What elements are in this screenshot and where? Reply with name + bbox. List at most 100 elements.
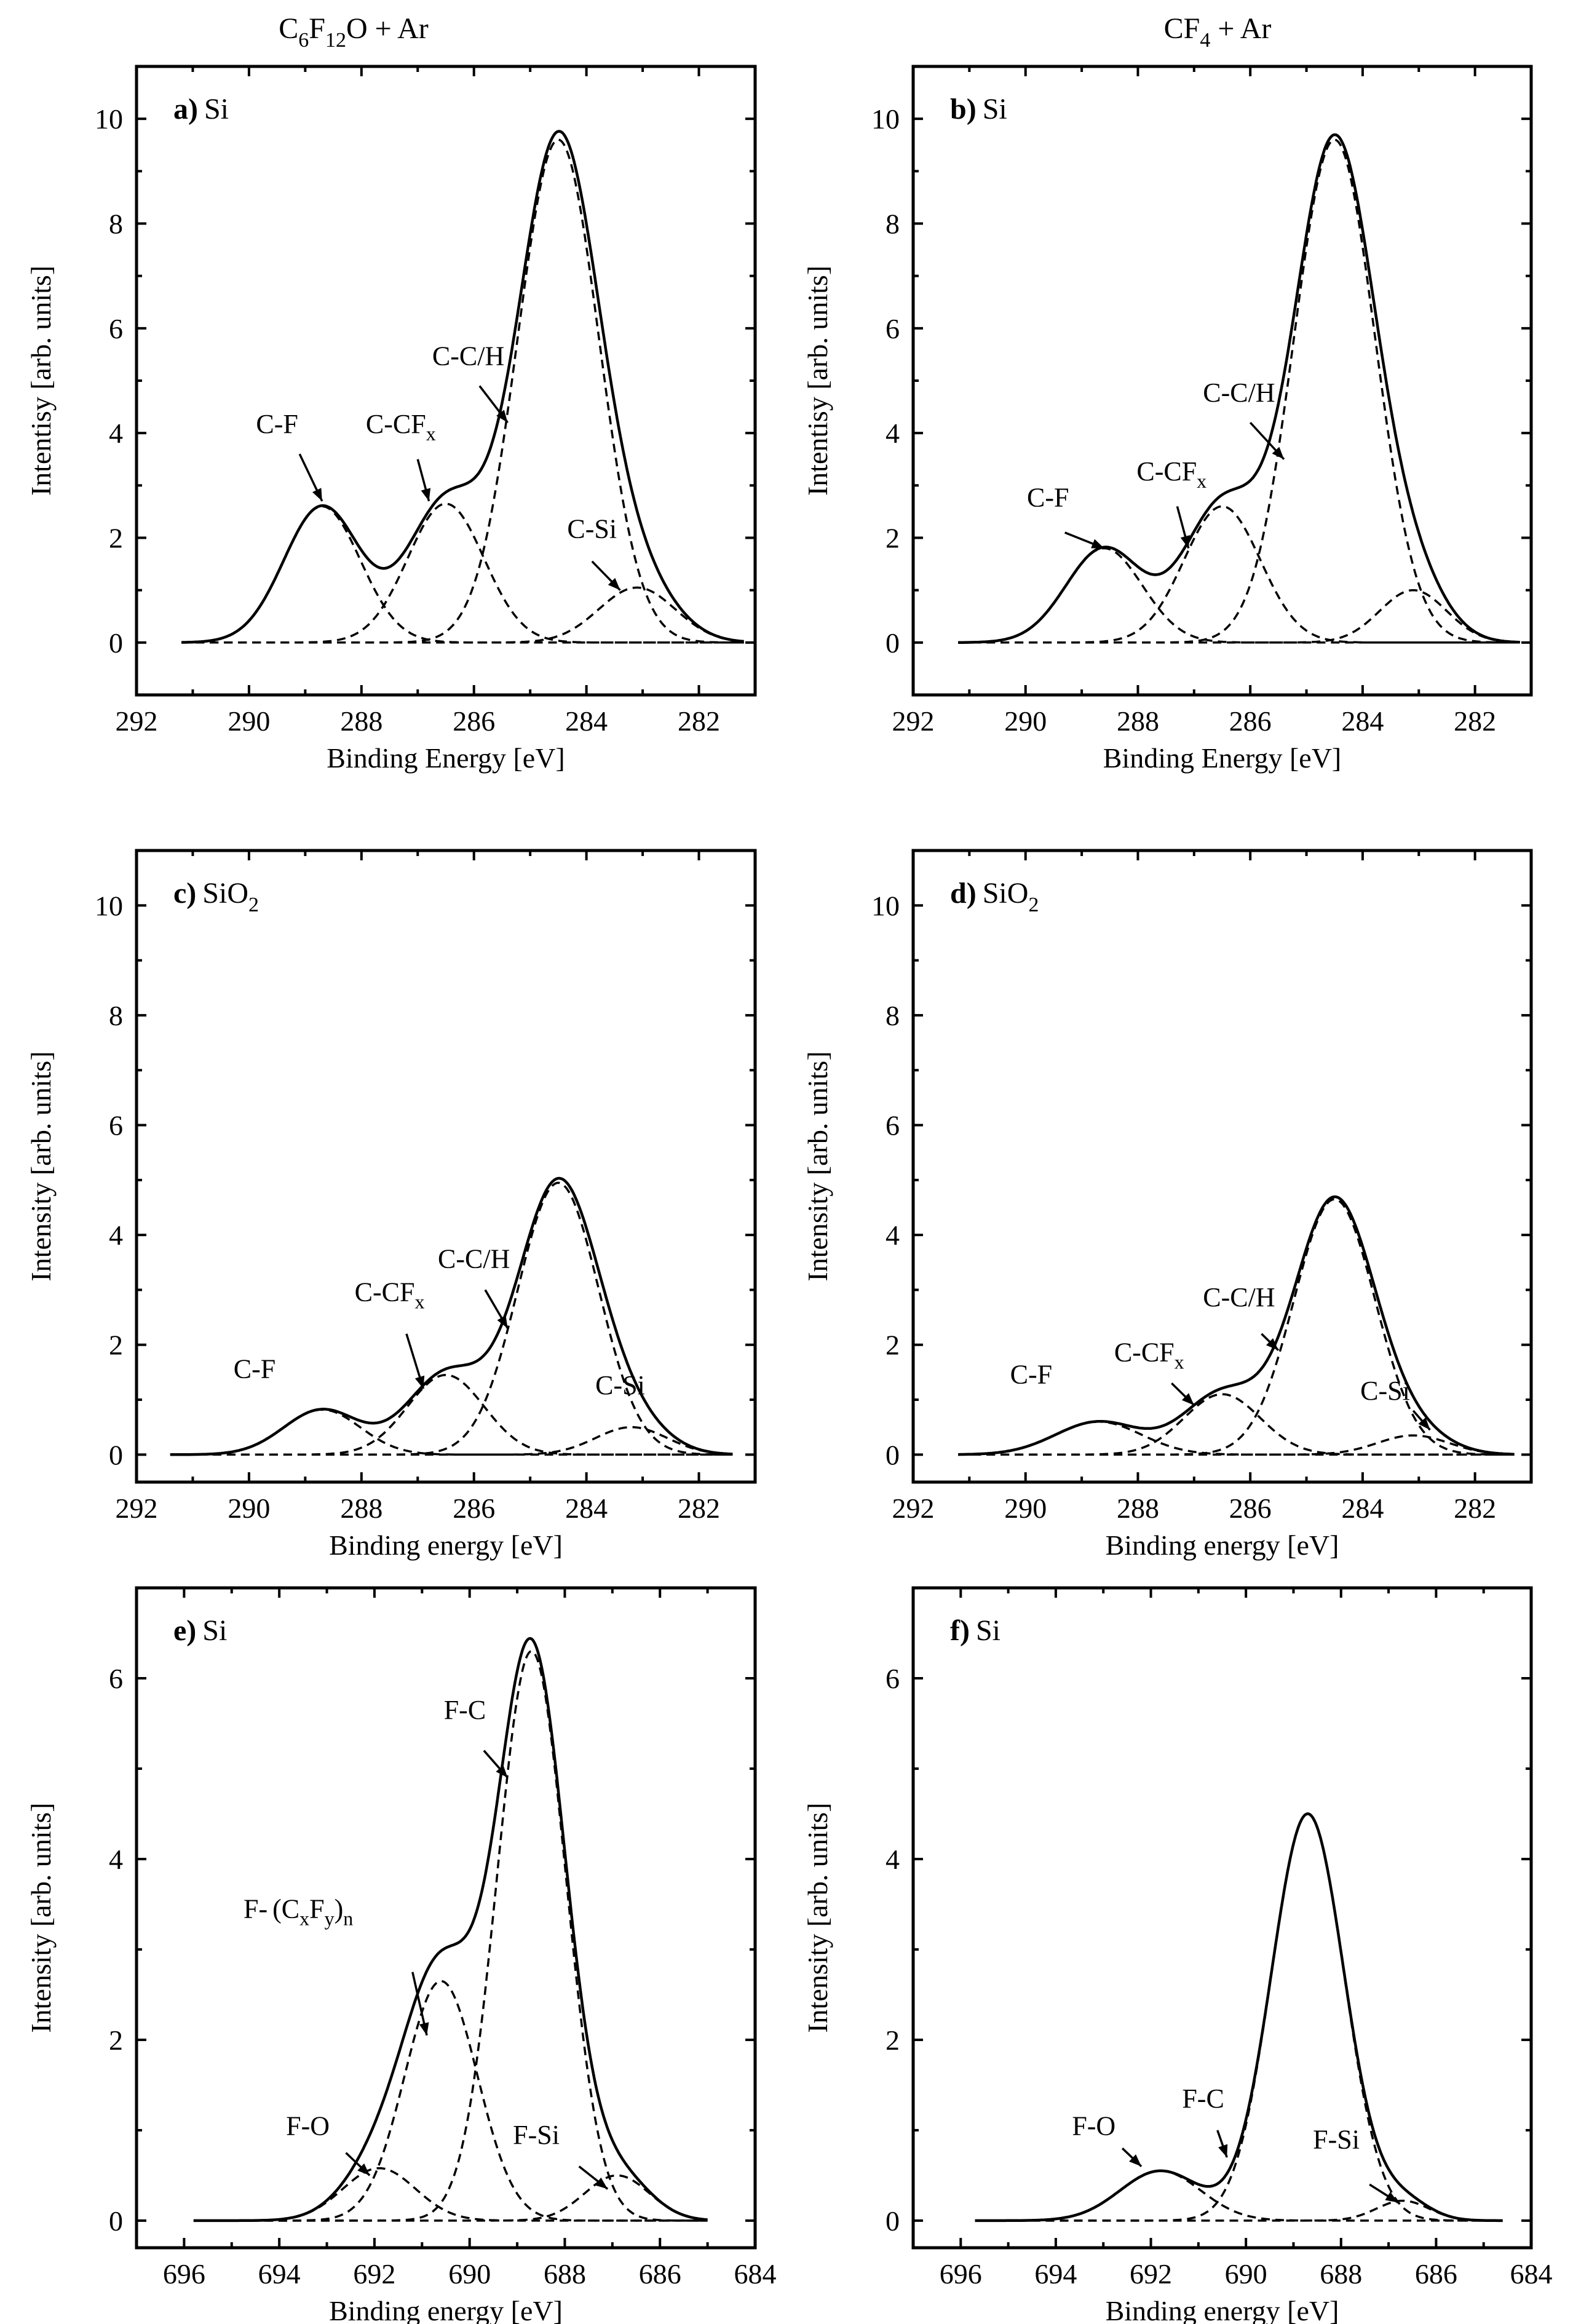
peak-annotation-extra: ): [335, 1894, 344, 1924]
peak-annotation: F- (CxFy)n: [244, 1894, 353, 1930]
x-tick-label: 694: [258, 2258, 301, 2290]
y-tick-label: 4: [109, 418, 123, 449]
y-axis-label: Intensity [arb. units]: [802, 1802, 833, 2033]
y-tick-label: 2: [886, 1330, 900, 1361]
y-tick-label: 0: [886, 627, 900, 659]
x-tick-label: 684: [1510, 2258, 1553, 2290]
x-axis-label: Binding energy [eV]: [329, 1529, 563, 1561]
peak-annotation: C-F: [256, 409, 298, 439]
peak-annotation: C-F: [234, 1354, 275, 1384]
peak-annotation: C-C/H: [438, 1244, 510, 1274]
plot-frame: [135, 65, 757, 697]
peak-annotation: C-CFx: [1136, 456, 1206, 492]
component-curve-c-c-h: [181, 138, 744, 644]
peak-annotation: C-Si: [567, 514, 617, 544]
y-axis-label: Intensity [arb. units]: [802, 1051, 833, 1281]
peak-annotation-text: C-CF: [1136, 456, 1197, 486]
y-tick-label: 10: [95, 103, 123, 135]
peak-annotation-extra: x: [299, 1908, 309, 1930]
annotation-arrowhead: [496, 1765, 508, 1778]
panel-letter: a): [173, 93, 198, 125]
panel-letter: d): [950, 877, 977, 910]
y-tick-label: 2: [109, 1330, 123, 1361]
panel-material-subscript: 2: [1028, 894, 1039, 916]
panel-a: 292 290 288 286 284 282 0 2 4 6 8 10 Binding Energy …: [25, 65, 757, 774]
y-tick-label: 2: [886, 523, 900, 554]
peak-annotation: C-CFx: [366, 409, 436, 445]
column-header-right: CF4 + Ar: [1164, 12, 1272, 52]
panel-label: e) Si: [173, 1614, 227, 1647]
panel-material: Si: [976, 1614, 1000, 1647]
envelope-curve: [181, 130, 744, 644]
peak-annotation-text: F-C: [1182, 2084, 1224, 2114]
peak-annotation: F-C: [444, 1695, 486, 1725]
y-tick-label: 0: [109, 2205, 123, 2237]
panel-e: 696 694 692 690 688 686 684 0 2 4 6 Binding energy …: [25, 1586, 777, 2324]
x-tick-label: 286: [453, 705, 495, 737]
y-tick-label: 0: [109, 1439, 123, 1470]
x-tick-label: 282: [1454, 1493, 1496, 1524]
y-axis-label: Intentisy [arb. units]: [25, 266, 57, 496]
x-tick-label: 288: [1117, 1493, 1159, 1524]
annotation-arrowhead: [496, 410, 508, 423]
annotation-arrowhead: [1091, 539, 1104, 549]
y-tick-label: 6: [886, 313, 900, 344]
x-axis-label: Binding Energy [eV]: [327, 742, 565, 774]
x-tick-label: 290: [228, 1493, 270, 1524]
component-curve-c-cfx: [170, 1374, 733, 1456]
x-tick-label: 284: [1341, 1493, 1384, 1524]
envelope-curve: [958, 133, 1520, 644]
peak-annotation-subscript: x: [426, 422, 436, 445]
y-tick-label: 4: [886, 418, 900, 449]
y-axis-label: Intensity [arb. units]: [25, 1802, 57, 2033]
annotation-arrowhead: [414, 1375, 425, 1389]
peak-annotation: F-Si: [1313, 2124, 1360, 2154]
panel-c: 292 290 288 286 284 282 0 2 4 6 8 10 Binding energy …: [25, 849, 757, 1561]
x-tick-label: 690: [1225, 2258, 1267, 2290]
panel-label: f) Si: [950, 1614, 1000, 1647]
x-tick-label: 288: [340, 1493, 382, 1524]
y-tick-label: 2: [886, 2025, 900, 2056]
peak-annotation-text: F-Si: [513, 2120, 560, 2150]
annotation-arrowhead: [608, 577, 620, 590]
annotation-arrowhead: [497, 1315, 508, 1328]
y-tick-label: 6: [109, 313, 123, 344]
peak-annotation: F-O: [1072, 2111, 1115, 2141]
peak-annotation-extra: y: [325, 1908, 335, 1930]
panel-d: 292 290 288 286 284 282 0 2 4 6 8 10 Binding energy …: [802, 849, 1533, 1561]
annotation-arrowhead: [1180, 535, 1191, 549]
y-tick-label: 6: [886, 1663, 900, 1694]
peak-annotation-text: C-C/H: [1203, 1282, 1275, 1312]
annotation-arrowhead: [1385, 2192, 1398, 2203]
panel-material-subscript: 2: [248, 894, 259, 916]
x-tick-label: 292: [892, 705, 935, 737]
x-axis-label: Binding Energy [eV]: [1103, 742, 1342, 774]
panel-letter: e): [173, 1614, 196, 1647]
x-tick-label: 692: [353, 2258, 395, 2290]
x-tick-label: 282: [678, 1493, 720, 1524]
panel-b: 292 290 288 286 284 282 0 2 4 6 8 10 Binding Energy …: [802, 65, 1533, 774]
y-axis-label: Intensity [arb. units]: [25, 1051, 57, 1281]
y-tick-label: 8: [886, 1000, 900, 1031]
x-tick-label: 696: [163, 2258, 205, 2290]
x-tick-label: 292: [116, 705, 158, 737]
y-tick-label: 6: [109, 1663, 123, 1694]
annotation-arrowhead: [1181, 1393, 1194, 1405]
annotation-arrowhead: [1418, 1417, 1430, 1430]
y-tick-label: 10: [871, 890, 900, 921]
x-tick-label: 286: [453, 1493, 495, 1524]
y-tick-label: 8: [886, 208, 900, 240]
panel-material: SiO: [202, 877, 248, 910]
panel-material: Si: [202, 1614, 227, 1647]
peak-annotation-text: C-F: [1027, 482, 1069, 512]
peak-annotation-text: C-C/H: [1203, 378, 1275, 408]
peak-annotation-text: F-C: [444, 1695, 486, 1725]
component-curve-c-c-h: [958, 138, 1520, 644]
peak-annotation-text: F-: [244, 1894, 267, 1924]
envelope-curve: [975, 1812, 1503, 2223]
y-tick-label: 6: [886, 1110, 900, 1141]
peak-annotation: C-C/H: [1203, 378, 1275, 408]
panel-letter: b): [950, 93, 977, 125]
component-curve-f-c: [975, 1812, 1503, 2222]
